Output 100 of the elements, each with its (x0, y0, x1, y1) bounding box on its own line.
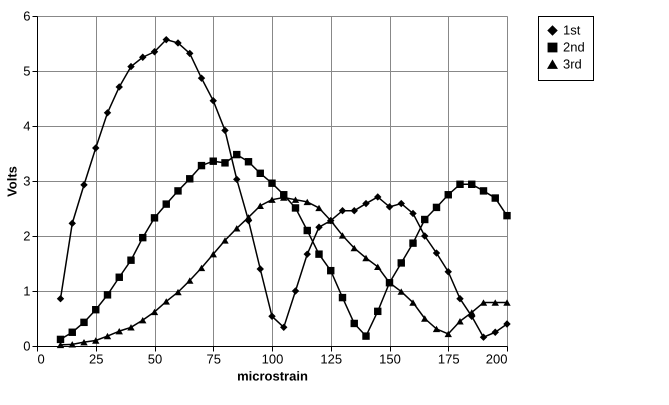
point (304, 198, 311, 206)
point (139, 316, 146, 324)
point (210, 157, 217, 165)
point (492, 194, 499, 202)
point (127, 256, 135, 264)
y-tick-label: 3 (23, 174, 30, 188)
point (174, 39, 182, 47)
point (421, 315, 428, 322)
point (492, 328, 499, 336)
legend-label: 1st (563, 22, 581, 38)
point (503, 212, 511, 220)
point (127, 324, 135, 331)
y-tick-label: 2 (23, 228, 30, 244)
point (350, 244, 358, 252)
point (174, 187, 182, 195)
point (315, 204, 323, 212)
x-tick-label: 125 (320, 352, 342, 366)
point (492, 299, 499, 306)
x-tick-label: 100 (262, 352, 284, 366)
point (116, 83, 123, 91)
x-tick-label: 50 (148, 352, 162, 366)
point (409, 239, 417, 247)
point (327, 266, 334, 274)
point (221, 159, 229, 167)
x-tick-label: 75 (206, 352, 221, 366)
point (374, 308, 382, 316)
point (104, 291, 112, 299)
point (456, 318, 464, 324)
point (292, 196, 300, 203)
x-tick-label: 0 (38, 352, 45, 366)
y-tick-label: 5 (23, 64, 30, 78)
point (398, 288, 405, 295)
point (139, 54, 146, 61)
point (186, 277, 194, 284)
point (374, 264, 382, 270)
point (186, 175, 194, 183)
point (338, 206, 346, 214)
point (444, 268, 452, 276)
point (350, 206, 358, 214)
point (198, 162, 206, 170)
y-tick-label: 1 (23, 284, 30, 298)
point (444, 330, 452, 338)
point (292, 287, 300, 295)
point (315, 250, 323, 258)
x-tick-label: 200 (486, 352, 508, 366)
point (444, 191, 452, 198)
point (362, 200, 370, 208)
point (174, 288, 182, 296)
point (432, 249, 440, 257)
point (362, 332, 370, 340)
point (256, 170, 264, 178)
point (92, 337, 100, 344)
point (210, 96, 217, 104)
point (244, 214, 252, 221)
point (338, 232, 346, 239)
point (398, 200, 405, 208)
point (198, 74, 206, 82)
x-tick-label: 150 (379, 352, 401, 366)
point (221, 126, 229, 134)
point (374, 193, 382, 201)
point (304, 226, 311, 234)
point (80, 338, 88, 346)
y-axis-title: Volts (4, 166, 20, 197)
point (56, 336, 64, 344)
point (398, 259, 405, 267)
point (150, 214, 158, 222)
point (116, 328, 123, 334)
point (468, 180, 476, 188)
point (104, 332, 112, 340)
point (162, 36, 170, 44)
point (116, 274, 123, 281)
point (268, 179, 276, 187)
point (503, 320, 511, 328)
point (421, 216, 428, 224)
point (304, 250, 311, 258)
point (350, 320, 358, 328)
point (150, 308, 158, 316)
point (233, 176, 240, 184)
point (268, 196, 276, 203)
y-tick-label: 4 (23, 118, 30, 134)
point (139, 234, 146, 242)
point (233, 225, 240, 232)
point (92, 306, 100, 314)
point (210, 250, 217, 258)
point (186, 50, 194, 58)
point (233, 150, 240, 158)
point (162, 298, 170, 305)
point (292, 204, 300, 212)
point (338, 294, 346, 302)
point (432, 326, 440, 332)
point (315, 223, 323, 231)
legend-label: 2nd (563, 40, 585, 54)
point (268, 312, 276, 320)
x-axis-title: microstrain (237, 368, 308, 384)
point (68, 328, 76, 336)
point (456, 294, 464, 302)
point (362, 254, 370, 262)
point (80, 318, 88, 326)
y-tick-label: 6 (23, 8, 30, 24)
x-tick-label: 25 (89, 352, 104, 366)
